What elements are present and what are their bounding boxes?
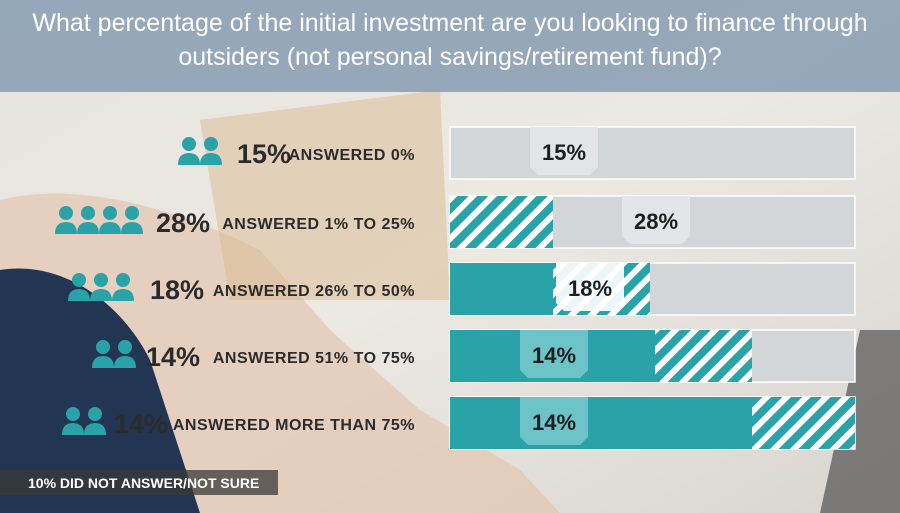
bar-hatch: [752, 397, 855, 449]
person-body: [62, 423, 84, 435]
person-body: [92, 356, 114, 368]
person-body: [99, 222, 121, 234]
row-label: ANSWERED 0%: [289, 147, 415, 164]
row-label: ANSWERED MORE THAN 75%: [173, 417, 415, 434]
footer: 10% DID NOT ANSWER/NOT SURE: [28, 475, 259, 491]
chart-title: What percentage of the initial investmen…: [32, 9, 868, 71]
title-box: What percentage of the initial investmen…: [32, 9, 868, 71]
bar-label: 18%: [568, 276, 612, 301]
person-head: [88, 407, 102, 421]
bar-track: [449, 126, 856, 180]
person-body: [112, 289, 134, 301]
row-label: ANSWERED 51% TO 75%: [213, 350, 415, 367]
title-band: [0, 0, 900, 92]
person-body: [84, 423, 106, 435]
bar-hatch: [655, 330, 752, 382]
person-body: [121, 222, 143, 234]
person-head: [116, 273, 130, 287]
bar-label-bubble: [622, 196, 690, 244]
footer-band: [0, 470, 278, 495]
bar-label: 14%: [532, 343, 576, 368]
bar-label: 15%: [542, 140, 586, 165]
right-backdrop: [820, 330, 900, 513]
bar-label: 28%: [634, 209, 678, 234]
person-body: [55, 222, 77, 234]
row-percent: 18%: [150, 275, 204, 305]
person-body: [114, 356, 136, 368]
bar-label: 14%: [532, 410, 576, 435]
money-backdrop: [200, 90, 450, 300]
row-percent: 15%: [237, 139, 291, 169]
row-label: ANSWERED 1% TO 25%: [222, 216, 415, 233]
person-head: [72, 273, 86, 287]
row-percent: 14%: [146, 342, 200, 372]
row-percent: 14%: [114, 409, 168, 439]
person-body: [77, 222, 99, 234]
person-head: [103, 206, 117, 220]
person-head: [118, 340, 132, 354]
person-head: [204, 137, 218, 151]
bar-solid: [450, 263, 553, 315]
person-head: [59, 206, 73, 220]
person-head: [94, 273, 108, 287]
person-head: [125, 206, 139, 220]
bar-label-bubble: [520, 330, 588, 378]
bar-label-bubble: [556, 263, 624, 311]
person-head: [66, 407, 80, 421]
bar-label-bubble: [530, 127, 598, 175]
person-head: [81, 206, 95, 220]
row-label: ANSWERED 26% TO 50%: [213, 283, 415, 300]
bar-label-bubble: [520, 397, 588, 445]
person-body: [68, 289, 90, 301]
person-body: [178, 153, 200, 165]
person-head: [96, 340, 110, 354]
person-body: [90, 289, 112, 301]
person-body: [200, 153, 222, 165]
person-head: [182, 137, 196, 151]
sleeve-backdrop: [0, 268, 200, 513]
rows: 15%ANSWERED 0% 15%28% ANSWERED 1% TO 25% 28…: [55, 126, 856, 450]
bar-hatch: [450, 196, 553, 248]
row-percent: 28%: [156, 208, 210, 238]
bar-solid: [450, 397, 752, 449]
